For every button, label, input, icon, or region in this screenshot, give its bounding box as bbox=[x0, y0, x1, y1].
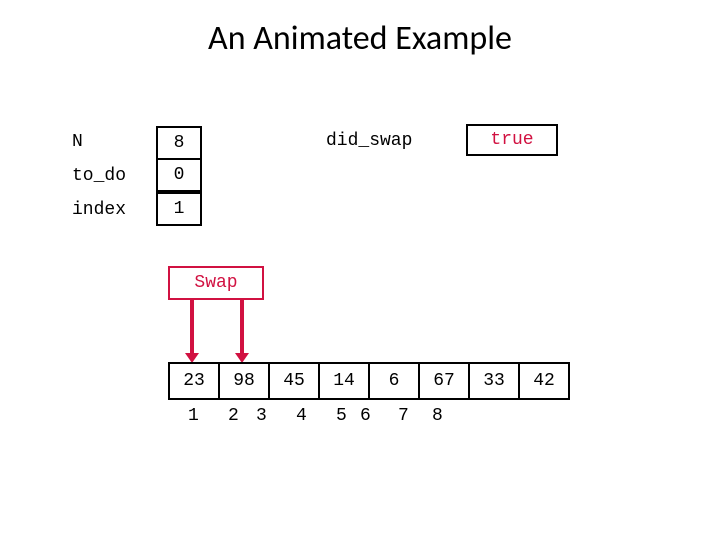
array-row: 239845146673342 bbox=[168, 362, 570, 400]
array-cell: 42 bbox=[518, 362, 570, 400]
swap-box: Swap bbox=[168, 266, 264, 300]
array-cell: 14 bbox=[318, 362, 370, 400]
array-cell: 23 bbox=[168, 362, 220, 400]
var-label-N: N bbox=[72, 132, 83, 152]
array-cell: 6 bbox=[368, 362, 420, 400]
array-cell: 45 bbox=[268, 362, 320, 400]
did-swap-box: true bbox=[466, 124, 558, 156]
page-title: An Animated Example bbox=[0, 18, 720, 59]
var-label-index: index bbox=[72, 200, 126, 220]
did-swap-value: true bbox=[490, 130, 533, 150]
array-cell: 33 bbox=[468, 362, 520, 400]
array-cell: 67 bbox=[418, 362, 470, 400]
array-cell: 98 bbox=[218, 362, 270, 400]
did-swap-label: did_swap bbox=[326, 131, 412, 151]
swap-arrow-1 bbox=[190, 300, 194, 353]
index-label: 8 bbox=[432, 406, 443, 426]
index-label: 1 bbox=[188, 406, 199, 426]
swap-arrow-2 bbox=[240, 300, 244, 353]
index-label: 7 bbox=[398, 406, 409, 426]
var-box-to_do: 0 bbox=[156, 158, 202, 192]
index-label: 4 bbox=[296, 406, 307, 426]
index-label: 3 bbox=[256, 406, 267, 426]
var-label-to_do: to_do bbox=[72, 166, 126, 186]
index-label: 2 bbox=[228, 406, 239, 426]
index-label: 6 bbox=[360, 406, 371, 426]
var-box-index: 1 bbox=[156, 192, 202, 226]
swap-label: Swap bbox=[194, 273, 237, 293]
index-label: 5 bbox=[336, 406, 347, 426]
var-box-N: 8 bbox=[156, 126, 202, 160]
